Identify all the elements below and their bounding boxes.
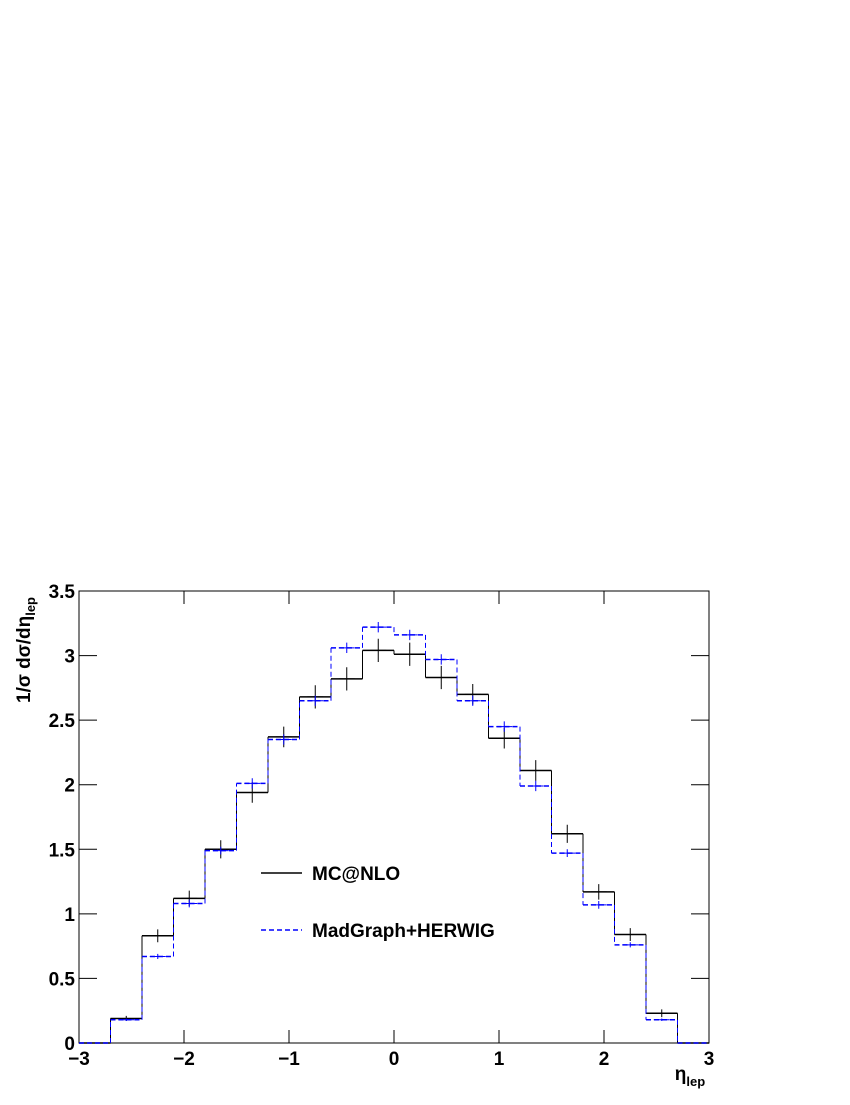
error-bar <box>275 734 292 745</box>
error-bar <box>559 849 576 858</box>
error-bar <box>118 1018 135 1022</box>
y-label-main: 1/σ dσ/dη <box>14 616 35 703</box>
y-label-sub: lep <box>23 597 38 616</box>
y-tick-label: 2.5 <box>49 711 76 732</box>
error-bar <box>338 642 355 653</box>
error-bar <box>527 760 544 781</box>
error-bar <box>496 721 513 732</box>
error-bar <box>590 900 607 909</box>
x-label-main: η <box>675 1064 687 1085</box>
error-bar <box>653 1009 670 1018</box>
error-bar <box>433 665 450 690</box>
plot-frame <box>78 590 710 1044</box>
x-tick-label: 0 <box>389 1049 400 1070</box>
y-tick-label: 3 <box>64 647 75 668</box>
y-tick-label: 2 <box>64 776 75 797</box>
error-bar <box>527 780 544 792</box>
error-bar <box>590 884 607 900</box>
legend-label: MadGraph+HERWIG <box>312 921 495 942</box>
y-tick-label: 1.5 <box>49 840 76 861</box>
y-tick-label: 0.5 <box>49 969 76 990</box>
error-bar <box>401 642 418 666</box>
error-bar <box>338 667 355 691</box>
legend-label: MC@NLO <box>312 864 400 885</box>
error-bar <box>622 928 639 941</box>
error-bar <box>307 695 324 706</box>
x-tick-label: 2 <box>599 1049 610 1070</box>
x-tick-label: −2 <box>173 1049 195 1070</box>
y-tick-label: 1 <box>64 905 75 926</box>
y-tick-label: 3.5 <box>49 582 76 603</box>
error-bar <box>464 695 481 706</box>
x-tick-label: 3 <box>704 1049 715 1070</box>
error-bar <box>370 638 387 663</box>
x-tick-label: −1 <box>278 1049 300 1070</box>
error-bar <box>149 929 166 943</box>
error-bar <box>212 846 229 855</box>
x-label-sub: lep <box>686 1074 705 1089</box>
x-tick-label: −3 <box>68 1049 90 1070</box>
error-bar <box>433 654 450 665</box>
error-bar <box>622 942 639 948</box>
y-tick-label: 0 <box>64 1034 75 1055</box>
x-tick-label: 1 <box>494 1049 505 1070</box>
x-axis-label: ηlep <box>675 1064 705 1089</box>
error-bar <box>370 621 387 633</box>
error-bar <box>653 1018 670 1022</box>
error-bar <box>244 778 261 789</box>
y-axis-label: 1/σ dσ/dηlep <box>14 597 38 703</box>
error-bar <box>149 953 166 960</box>
error-bar <box>401 629 418 641</box>
error-bar <box>559 824 576 843</box>
error-bar <box>181 899 198 908</box>
